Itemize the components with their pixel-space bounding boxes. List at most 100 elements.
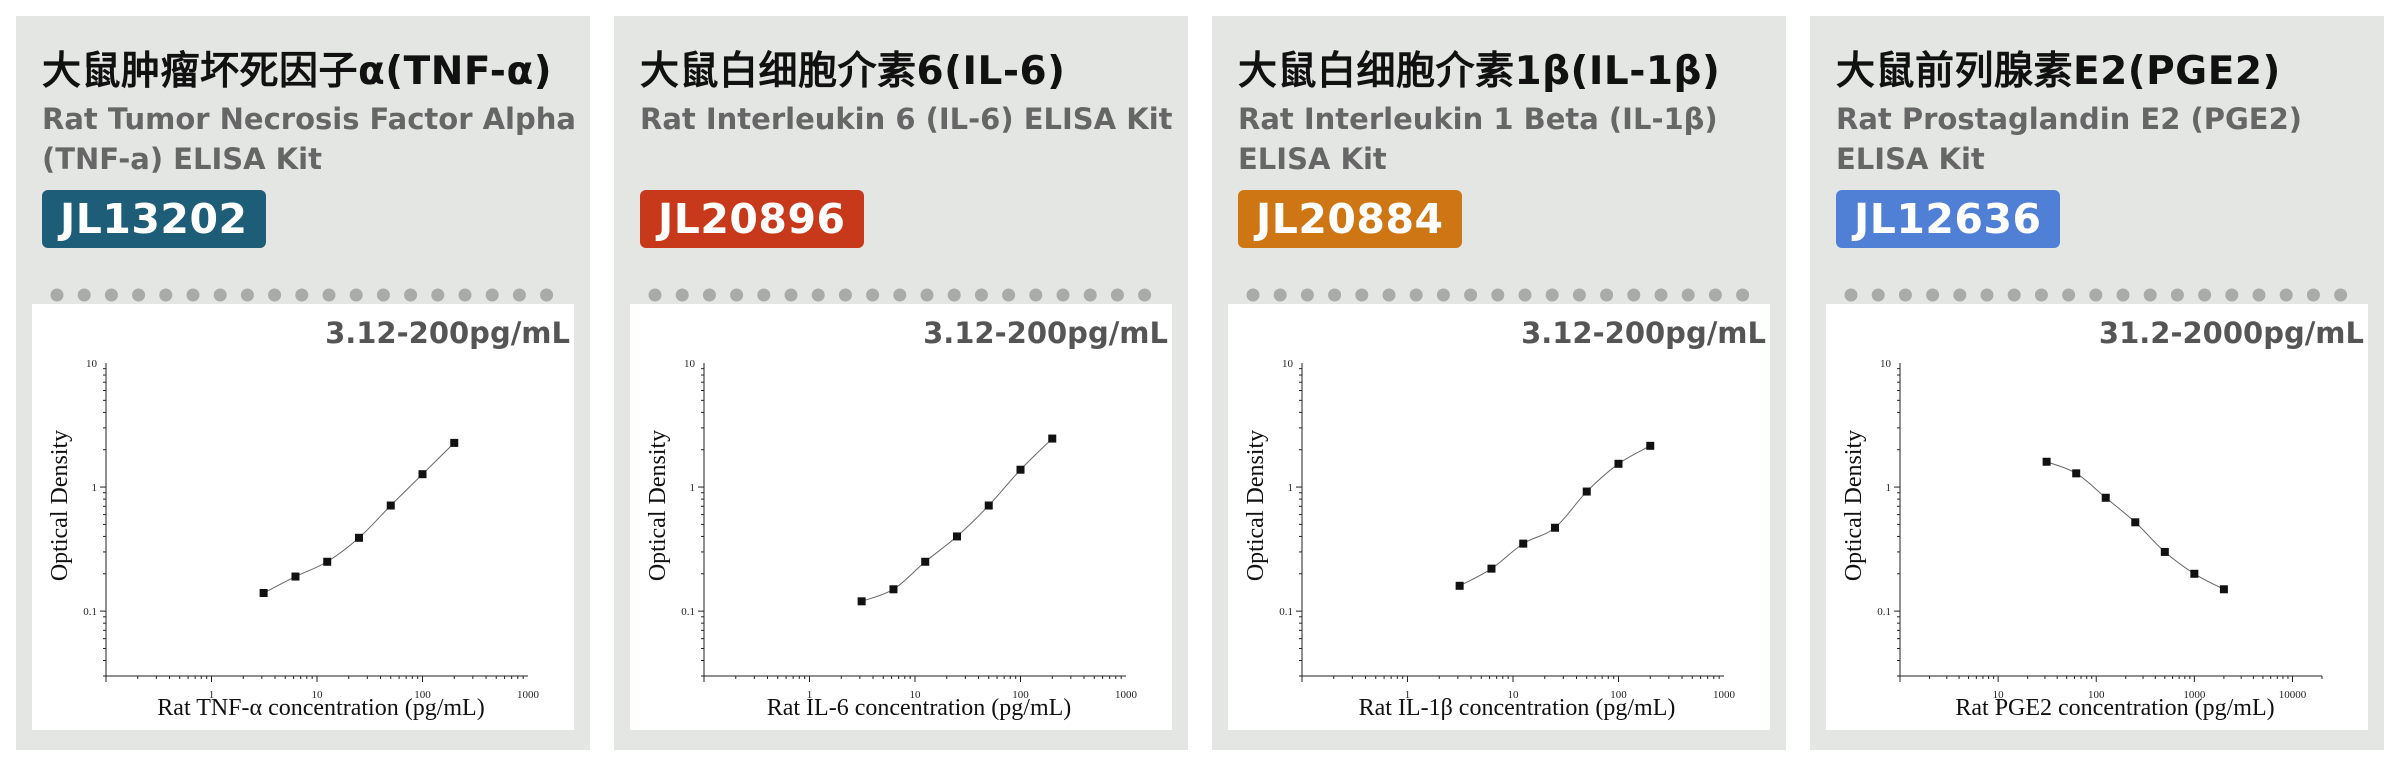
kit-card-tnf-alpha[interactable]: 大鼠肿瘤坏死因子α(TNF-α) Rat Tumor Necrosis Fact… [16, 16, 590, 750]
divider-dot [1002, 288, 1016, 302]
data-point [984, 501, 993, 510]
divider-dot [295, 288, 309, 302]
divider-dot [1736, 288, 1750, 302]
divider-dot [2198, 288, 2212, 302]
data-point [952, 532, 961, 541]
divider-dot [1708, 288, 1722, 302]
divider-dot [186, 288, 200, 302]
kit-subtitle: Rat Interleukin 1 Beta (IL-1β) ELISA Kit [1238, 102, 1718, 176]
data-point [259, 588, 268, 597]
catalog-code-badge[interactable]: JL13202 [42, 190, 266, 248]
divider-dot [1844, 288, 1858, 302]
divider-dot [1328, 288, 1342, 302]
y-tick-label: 0.1 [1279, 606, 1293, 618]
divider-dot [757, 288, 771, 302]
y-tick-label: 1 [1288, 482, 1294, 494]
y-tick-label: 10 [684, 358, 696, 370]
divider-dot [866, 288, 880, 302]
divider-dot [1491, 288, 1505, 302]
data-point [2190, 569, 2199, 578]
fit-curve [260, 439, 458, 595]
data-point [857, 597, 866, 606]
data-point [1582, 487, 1591, 496]
catalog-code-badge[interactable]: JL12636 [1836, 190, 2060, 248]
data-point [2131, 518, 2140, 527]
x-tick-label: 1000 [1115, 689, 1138, 701]
divider-dot [784, 288, 798, 302]
divider-dot [893, 288, 907, 302]
divider-dot [2062, 288, 2076, 302]
data-point [889, 585, 898, 594]
divider-dot [431, 288, 445, 302]
y-tick-label: 1 [92, 482, 98, 494]
divider-dot [811, 288, 825, 302]
divider-dot [648, 288, 662, 302]
divider-dot [50, 288, 64, 302]
kit-card-pge2[interactable]: 大鼠前列腺素E2(PGE2) Rat Prostaglandin E2 (PGE… [1810, 16, 2384, 750]
y-tick-label: 0.1 [1877, 606, 1891, 618]
y-tick-label: 10 [1880, 358, 1892, 370]
divider-dot [2170, 288, 2184, 302]
divider-dot [159, 288, 173, 302]
divider-dot [1138, 288, 1152, 302]
kit-card-il6[interactable]: 大鼠白细胞介素6(IL-6) Rat Interleukin 6 (IL-6) … [614, 16, 1188, 750]
data-point [354, 533, 363, 542]
divider-dot [730, 288, 744, 302]
x-tick-label: 100 [2088, 689, 2105, 701]
catalog-code-badge[interactable]: JL20884 [1238, 190, 1462, 248]
divider-dot [1627, 288, 1641, 302]
divider-dot [540, 288, 554, 302]
catalog-code-badge[interactable]: JL20896 [640, 190, 864, 248]
divider-dot [1545, 288, 1559, 302]
divider-dot [1273, 288, 1287, 302]
data-point [1519, 539, 1528, 548]
divider-dot [1518, 288, 1532, 302]
standard-curve-panel: 31.2-2000pg/mL 10 100 1000 10000 0.1 1 10 Rat P… [1826, 304, 2368, 730]
detection-range: 3.12-200pg/mL [923, 316, 1168, 350]
divider-dot [1871, 288, 1885, 302]
x-axis-label: Rat PGE2 concentration (pg/mL) [1955, 695, 2274, 721]
x-tick-label: 10000 [2279, 689, 2307, 701]
divider-dot [485, 288, 499, 302]
dotted-divider [50, 288, 554, 302]
data-point [450, 438, 459, 447]
divider-dot [1654, 288, 1668, 302]
y-axis-label: Optical Density [1841, 430, 1867, 581]
x-tick-label: 100 [1012, 689, 1029, 701]
dotted-divider [648, 288, 1152, 302]
detection-range: 3.12-200pg/mL [325, 316, 570, 350]
divider-dot [947, 288, 961, 302]
x-tick-label: 1 [209, 689, 215, 701]
divider-dot [268, 288, 282, 302]
divider-dot [1436, 288, 1450, 302]
divider-dot [838, 288, 852, 302]
y-tick-label: 0.1 [681, 606, 695, 618]
kit-card-il1-beta[interactable]: 大鼠白细胞介素1β(IL-1β) Rat Interleukin 1 Beta … [1212, 16, 1786, 750]
data-point [921, 557, 930, 566]
divider-dot [512, 288, 526, 302]
kit-title: 大鼠前列腺素E2(PGE2) [1836, 49, 2281, 94]
divider-dot [2089, 288, 2103, 302]
divider-dot [2334, 288, 2348, 302]
x-tick-label: 10 [910, 689, 922, 701]
data-point [1016, 465, 1025, 474]
divider-dot [349, 288, 363, 302]
kit-title: 大鼠白细胞介素1β(IL-1β) [1238, 49, 1721, 94]
divider-dot [104, 288, 118, 302]
data-point [1048, 434, 1057, 443]
y-axis-label: Optical Density [1243, 430, 1269, 581]
x-tick-label: 1000 [1713, 689, 1736, 701]
y-tick-label: 1 [690, 482, 696, 494]
divider-dot [1382, 288, 1396, 302]
divider-dot [132, 288, 146, 302]
data-point [2160, 547, 2169, 556]
kit-subtitle: Rat Interleukin 6 (IL-6) ELISA Kit [640, 102, 1173, 136]
divider-dot [2252, 288, 2266, 302]
dotted-divider [1246, 288, 1750, 302]
divider-dot [1355, 288, 1369, 302]
divider-dot [2225, 288, 2239, 302]
data-point [1646, 441, 1655, 450]
